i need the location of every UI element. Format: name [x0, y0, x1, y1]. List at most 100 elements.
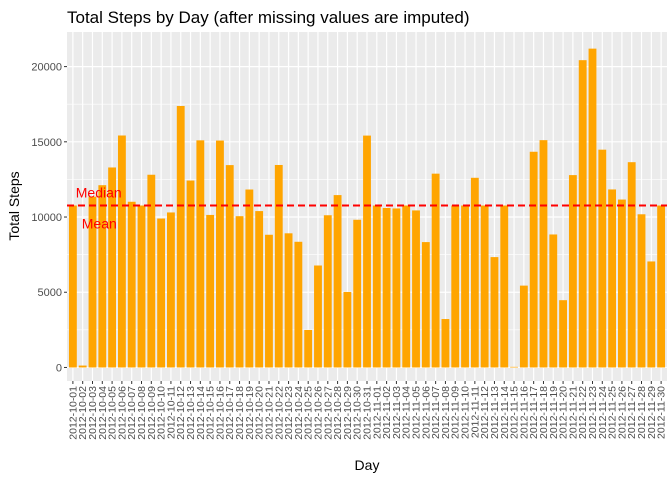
bar	[392, 208, 401, 368]
y-tick-label: 5000	[38, 287, 62, 299]
x-tick-label: 2012-11-21	[567, 386, 579, 439]
bar	[431, 173, 440, 368]
bar	[68, 205, 77, 368]
bar	[78, 365, 87, 368]
bar	[216, 140, 224, 368]
x-tick-label: 2012-11-29	[646, 386, 658, 439]
x-tick-label: 2012-11-14	[499, 386, 511, 439]
y-tick-label: 10000	[31, 212, 62, 224]
bar	[490, 257, 499, 368]
bar	[461, 205, 469, 368]
x-tick-label: 2012-10-26	[313, 386, 325, 440]
x-tick-label: 2012-10-23	[283, 386, 295, 440]
bar	[274, 164, 283, 368]
x-tick-label: 2012-10-20	[254, 386, 266, 440]
bar	[225, 165, 234, 368]
x-tick-label: 2012-11-03	[391, 386, 403, 439]
x-tick-label: 2012-10-29	[342, 386, 354, 440]
bar	[304, 329, 313, 368]
bar	[529, 151, 538, 368]
bar	[647, 261, 656, 368]
x-tick-label: 2012-11-09	[450, 386, 462, 439]
bar	[598, 149, 607, 368]
bar	[549, 234, 558, 368]
y-tick-label: 15000	[31, 137, 62, 149]
reference-lines: Median Mean	[67, 185, 667, 232]
x-tick-label: 2012-11-18	[538, 386, 550, 439]
x-tick-label: 2012-10-31	[362, 386, 374, 440]
bar	[343, 291, 352, 368]
x-tick-label: 2012-10-01	[67, 386, 79, 440]
x-tick-label: 2012-10-21	[264, 386, 276, 440]
x-tick-label: 2012-11-02	[381, 386, 393, 439]
bar	[382, 208, 391, 368]
x-tick-label: 2012-10-13	[185, 386, 197, 440]
bar	[608, 189, 617, 368]
x-axis-title: Day	[355, 457, 380, 473]
x-tick-label: 2012-10-10	[156, 386, 168, 440]
bar	[470, 177, 479, 368]
bar	[627, 162, 636, 368]
x-tick-label: 2012-11-11	[469, 386, 481, 438]
bar	[255, 211, 264, 368]
bar	[412, 210, 420, 368]
x-tick-label: 2012-11-10	[460, 386, 472, 439]
y-axis-ticks: 0 5000 10000 15000 20000	[31, 62, 67, 374]
bar	[500, 205, 509, 368]
bar	[451, 205, 460, 368]
x-tick-label: 2012-10-17	[224, 386, 236, 440]
x-tick-label: 2012-10-30	[352, 386, 364, 440]
y-tick-label: 0	[56, 362, 62, 374]
bar	[353, 219, 362, 368]
bars	[68, 48, 666, 368]
x-tick-label: 2012-11-15	[509, 386, 521, 439]
bar	[402, 205, 411, 368]
x-tick-label: 2012-11-08	[440, 386, 452, 439]
x-tick-label: 2012-11-05	[411, 386, 423, 439]
chart-title: Total Steps by Day (after missing values…	[67, 8, 470, 27]
x-tick-label: 2012-11-19	[548, 386, 560, 439]
bar	[294, 241, 303, 368]
bar	[314, 265, 322, 368]
bar	[88, 196, 97, 368]
x-tick-label: 2012-11-04	[401, 386, 413, 439]
reference-label-median: Median	[76, 185, 122, 201]
x-tick-label: 2012-10-25	[303, 386, 315, 440]
x-tick-label: 2012-11-28	[636, 386, 648, 439]
bar	[559, 300, 567, 368]
bar	[519, 285, 528, 368]
x-tick-label: 2012-11-01	[371, 386, 383, 439]
bar	[127, 201, 136, 368]
x-tick-label: 2012-10-15	[205, 386, 217, 440]
bar	[480, 205, 489, 368]
x-tick-label: 2012-10-03	[87, 386, 99, 440]
x-tick-label: 2012-10-04	[97, 386, 109, 440]
x-tick-label: 2012-10-07	[126, 386, 138, 440]
bar	[117, 135, 126, 368]
bar	[186, 180, 195, 368]
bar	[441, 319, 450, 368]
x-tick-label: 2012-11-26	[616, 386, 628, 439]
bar	[98, 185, 107, 368]
x-tick-label: 2012-11-25	[607, 386, 619, 439]
x-tick-label: 2012-10-06	[116, 386, 128, 440]
bar	[284, 233, 293, 368]
bar	[578, 60, 587, 368]
x-tick-label: 2012-11-22	[577, 386, 589, 439]
bar	[637, 214, 646, 368]
x-tick-label: 2012-10-11	[165, 386, 177, 439]
bar	[363, 135, 371, 368]
x-axis-ticks: 2012-10-012012-10-022012-10-032012-10-04…	[67, 381, 668, 440]
bar	[617, 199, 626, 368]
x-tick-label: 2012-10-02	[77, 386, 89, 440]
x-tick-label: 2012-10-19	[244, 386, 256, 440]
bar	[108, 167, 117, 368]
x-tick-label: 2012-10-28	[332, 386, 344, 440]
bar	[147, 174, 156, 368]
x-tick-label: 2012-10-18	[234, 386, 246, 440]
x-tick-label: 2012-11-30	[656, 386, 668, 439]
bar	[167, 212, 175, 368]
x-tick-label: 2012-11-23	[587, 386, 599, 439]
bar	[176, 105, 185, 368]
x-tick-label: 2012-10-08	[136, 386, 148, 440]
